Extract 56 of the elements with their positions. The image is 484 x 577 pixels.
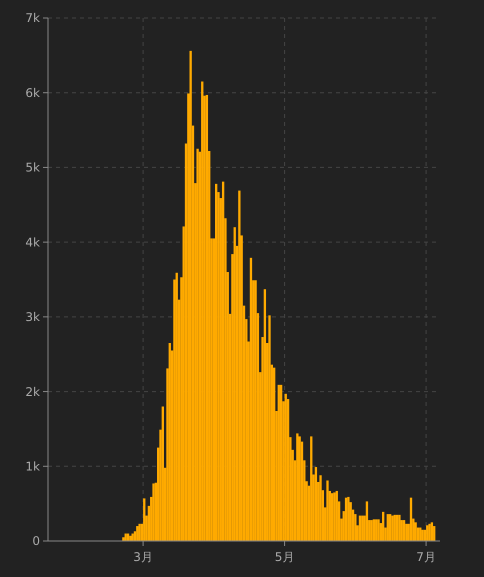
bar <box>124 534 127 541</box>
bar <box>196 148 199 541</box>
bar <box>430 522 434 541</box>
bar <box>361 516 364 541</box>
bar <box>314 467 318 541</box>
bar <box>280 384 282 541</box>
bar <box>222 182 224 541</box>
y-tick-label: 3k <box>25 310 40 324</box>
y-tick-label: 7k <box>25 11 40 26</box>
bar <box>375 519 378 541</box>
y-tick-label: 2k <box>25 384 40 399</box>
bar <box>168 343 171 541</box>
y-tick-label: 4k <box>25 235 40 250</box>
bar <box>132 534 134 541</box>
bar <box>176 272 178 541</box>
bar <box>388 514 392 541</box>
bar <box>414 522 417 541</box>
bar <box>238 190 241 541</box>
bar <box>162 406 164 541</box>
bar <box>298 436 301 541</box>
bar <box>284 394 287 541</box>
bar <box>426 525 428 541</box>
bar <box>405 524 408 541</box>
bar <box>372 519 376 541</box>
bar <box>278 384 280 541</box>
bar <box>336 490 338 541</box>
y-tick-label: 0 <box>32 534 40 548</box>
bar <box>129 536 132 541</box>
bar <box>347 496 350 541</box>
bar <box>189 50 192 541</box>
y-tick-label: 6k <box>25 86 40 100</box>
bar <box>143 498 146 541</box>
bar <box>310 436 312 541</box>
bar <box>419 528 422 541</box>
bar <box>330 493 334 541</box>
bar <box>272 368 276 541</box>
x-tick-label: 7月 <box>416 550 436 564</box>
bar <box>138 524 141 541</box>
bar <box>296 433 299 541</box>
bar <box>201 82 204 541</box>
bar <box>215 184 218 541</box>
x-tick-label: 5月 <box>274 550 294 564</box>
bar <box>394 514 396 541</box>
bar <box>398 514 401 541</box>
y-tick-label: 5k <box>25 160 40 175</box>
y-tick-label: 1k <box>25 459 40 474</box>
bar <box>382 512 384 541</box>
bar <box>421 530 424 541</box>
bar <box>264 289 266 541</box>
bar <box>254 280 257 541</box>
bar <box>433 526 436 541</box>
bar <box>234 227 236 541</box>
bar <box>206 94 208 541</box>
bar <box>136 526 138 541</box>
bar <box>386 514 389 541</box>
x-tick-label: 3月 <box>133 550 153 564</box>
